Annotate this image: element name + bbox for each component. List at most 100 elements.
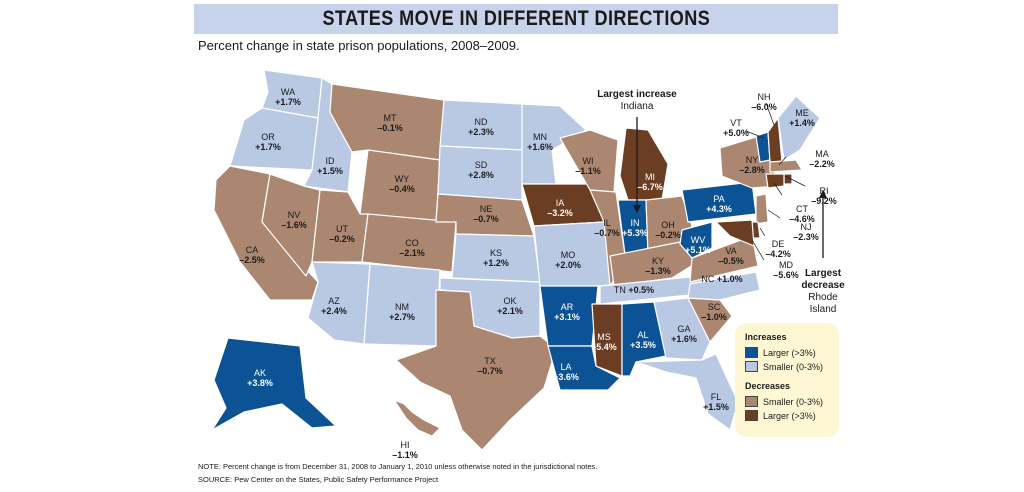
- label-al: AL: [637, 330, 648, 340]
- value-co: –2.1%: [399, 248, 425, 258]
- label-mo: MO: [561, 250, 576, 260]
- state-la: [547, 345, 621, 391]
- value-ia: –3.2%: [547, 208, 573, 218]
- value-vt: +5.0%: [723, 128, 749, 138]
- label-ok: OK: [503, 296, 516, 306]
- value-ut: –0.2%: [329, 234, 355, 244]
- label-wi: WI: [583, 156, 594, 166]
- value-de: –4.2%: [765, 249, 791, 259]
- label-tx: TX: [484, 356, 496, 366]
- state-me: [777, 95, 821, 161]
- state-ct: [765, 173, 785, 189]
- label-nm: NM: [395, 302, 409, 312]
- value-hi: –1.1%: [392, 450, 418, 460]
- legend-swatch-increase-large: [745, 347, 758, 358]
- value-al: +3.5%: [630, 340, 656, 350]
- label-nd: ND: [475, 117, 488, 127]
- label-tn: TN +0.5%: [614, 285, 654, 295]
- label-pa: PA: [713, 194, 724, 204]
- value-tx: –0.7%: [477, 366, 503, 376]
- value-or: +1.7%: [255, 142, 281, 152]
- value-mo: +2.0%: [555, 260, 581, 270]
- value-ms: –5.4%: [591, 342, 617, 352]
- state-ak: [211, 337, 337, 431]
- label-ca: CA: [246, 245, 259, 255]
- state-va: [689, 235, 759, 283]
- label-la: LA: [560, 362, 571, 372]
- value-ky: –1.3%: [645, 266, 671, 276]
- legend-swatch-increase-small: [745, 361, 758, 372]
- value-in: +5.3%: [622, 228, 648, 238]
- legend-decrease-small: Smaller (0-3%): [745, 396, 823, 407]
- largest-decrease-state-2: Island: [809, 304, 837, 315]
- value-az: +2.4%: [321, 306, 347, 316]
- label-ks: KS: [490, 248, 502, 258]
- value-sd: +2.8%: [468, 170, 494, 180]
- legend-decrease-large-label: Larger (>3%): [763, 410, 816, 421]
- state-ma: [769, 159, 803, 173]
- value-la: +3.6%: [553, 372, 579, 382]
- label-ar: AR: [561, 302, 574, 312]
- label-nj: NJ: [801, 222, 812, 232]
- legend-decrease-small-label: Smaller (0-3%): [763, 396, 824, 407]
- largest-decrease-callout: Largest decrease Rhode Island: [790, 268, 856, 316]
- label-or: OR: [261, 132, 275, 142]
- label-nc: NC +1.0%: [701, 274, 742, 284]
- label-wv: WV: [691, 235, 706, 245]
- value-ri: –9.2%: [811, 196, 837, 206]
- label-ky: KY: [652, 256, 664, 266]
- label-ut: UT: [336, 224, 348, 234]
- value-ok: +2.1%: [497, 306, 523, 316]
- label-de: DE: [772, 239, 785, 249]
- value-id: +1.5%: [317, 166, 343, 176]
- value-va: –0.5%: [718, 256, 744, 266]
- label-in: IN: [631, 218, 640, 228]
- legend-increase-small-label: Smaller (0-3%): [763, 361, 824, 372]
- label-co: CO: [405, 238, 419, 248]
- map-title: STATES MOVE IN DIFFERENT DIRECTIONS: [322, 7, 710, 30]
- source-note: SOURCE: Pew Center on the States, Public…: [198, 475, 439, 484]
- value-ny: –2.8%: [739, 165, 765, 175]
- value-wi: –1.1%: [575, 166, 601, 176]
- state-nj: [755, 193, 769, 225]
- largest-decrease-state-1: Rhode: [808, 292, 838, 303]
- value-ks: +1.2%: [483, 258, 509, 268]
- value-wv: +5.1%: [685, 245, 711, 255]
- state-wi: [559, 129, 619, 193]
- value-oh: –0.2%: [655, 230, 681, 240]
- largest-increase-title: Largest increase: [597, 89, 677, 100]
- state-ky: [609, 239, 705, 287]
- value-fl: +1.5%: [703, 402, 729, 412]
- value-mi: –6.7%: [637, 182, 663, 192]
- state-wv: [679, 221, 713, 259]
- state-tx: [395, 289, 553, 451]
- value-ct: –4.6%: [789, 214, 815, 224]
- largest-increase-arrowhead: [633, 205, 641, 213]
- label-ia: IA: [556, 198, 565, 208]
- label-mi: MI: [645, 172, 655, 182]
- legend-swatch-decrease-small: [745, 396, 758, 407]
- label-ne: NE: [480, 204, 493, 214]
- legend-decrease-large: Larger (>3%): [745, 410, 816, 421]
- label-ct: CT: [796, 204, 808, 214]
- state-hi: [393, 399, 441, 437]
- value-me: +1.4%: [789, 118, 815, 128]
- label-wy: WY: [395, 174, 410, 184]
- value-nv: –1.6%: [281, 220, 307, 230]
- value-nh: –6.0%: [751, 102, 777, 112]
- value-mn: +1.6%: [527, 142, 553, 152]
- legend-increase-large: Larger (>3%): [745, 347, 816, 358]
- largest-decrease-title-1: Largest: [804, 268, 842, 279]
- map-subtitle: Percent change in state prison populatio…: [198, 38, 520, 53]
- title-bar: STATES MOVE IN DIFFERENT DIRECTIONS: [194, 4, 838, 34]
- label-mt: MT: [384, 113, 397, 123]
- label-ma: MA: [815, 149, 829, 159]
- label-ms: MS: [597, 332, 611, 342]
- label-hi: HI: [401, 440, 410, 450]
- legend-increase-small: Smaller (0-3%): [745, 361, 823, 372]
- value-ma: –2.2%: [809, 159, 835, 169]
- largest-increase-callout: Largest increase Indiana: [588, 89, 686, 113]
- value-pa: +4.3%: [706, 204, 732, 214]
- label-fl: FL: [711, 392, 722, 402]
- label-wa: WA: [281, 87, 295, 97]
